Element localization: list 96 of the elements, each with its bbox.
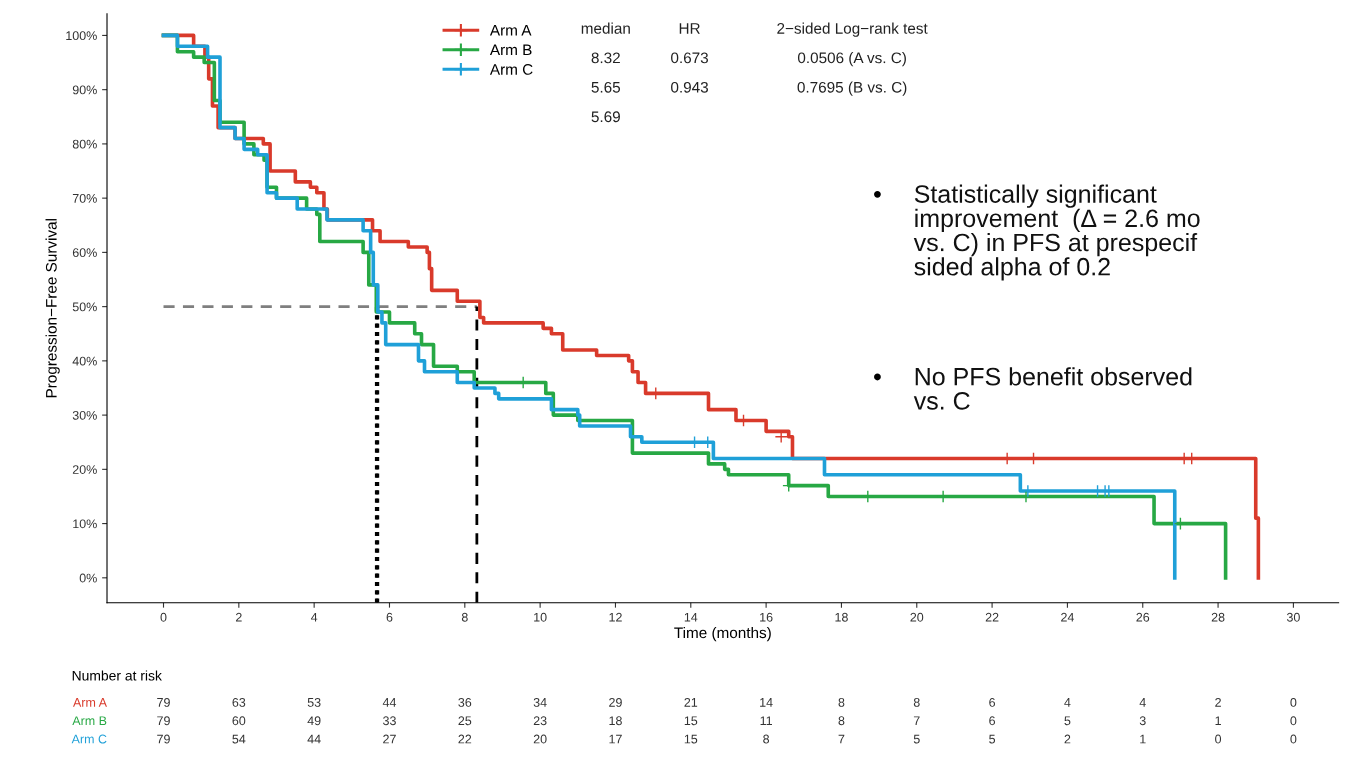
data-label: 8 (838, 716, 845, 726)
data-label: 8 (838, 697, 845, 707)
x-tick-label: 12 (609, 612, 622, 622)
data-label: 4 (1064, 698, 1071, 707)
y-tick-label: 60% (72, 248, 97, 258)
y-tick-label: 40% (72, 356, 97, 366)
data-label: 3 (1139, 716, 1146, 726)
legend-label: Arm A (489, 24, 532, 36)
data-label: 0 (1215, 734, 1222, 744)
data-label: 1 (1215, 716, 1221, 726)
x-tick-label: 6 (386, 612, 393, 622)
annotation: 0.943 (671, 81, 708, 93)
y-tick-label: Arm C (71, 734, 107, 744)
data-label: 15 (684, 716, 698, 726)
chart-title: Number at risk (72, 670, 162, 681)
data-label: 7 (913, 716, 920, 726)
data-label: 2 (1064, 734, 1071, 744)
legend-label: Arm B (489, 44, 532, 56)
data-label: 44 (307, 734, 321, 744)
data-label: 36 (458, 697, 472, 707)
text: • No PFS benefit observed vs. C (874, 367, 1192, 410)
x-tick-label: 14 (684, 612, 698, 622)
data-label: 44 (382, 698, 397, 707)
data-label: 5 (1064, 716, 1071, 726)
text: • Statistically significant improvement (Δ = 2.6 mo vs. C) in PFS at prespecif sided alpha of 0.2 (874, 184, 1200, 281)
x-tick-label: 4 (310, 612, 318, 622)
x-tick-label: 20 (910, 612, 924, 622)
data-label: 1 (1140, 734, 1146, 744)
data-label: 0 (1290, 697, 1297, 707)
data-label: 6 (989, 697, 996, 707)
legend-label: Arm C (489, 64, 533, 75)
x-tick-label: 2 (235, 612, 242, 622)
annotation: 0.673 (671, 52, 708, 64)
data-label: 15 (684, 734, 698, 744)
x-tick-label: 18 (835, 612, 848, 622)
x-tick-label: 26 (1136, 612, 1150, 622)
y-tick-label: 0% (79, 573, 97, 583)
x-tick-label: 30 (1286, 612, 1300, 622)
data-label: 79 (157, 697, 170, 707)
data-label: 2 (1215, 697, 1221, 707)
data-label: 20 (533, 734, 547, 744)
y-tick-label: Arm B (72, 716, 107, 726)
data-label: 63 (232, 697, 246, 707)
annotation: median (581, 22, 630, 34)
data-label: 14 (760, 698, 773, 707)
annotation: 0.0506 (A vs. C) (797, 52, 906, 67)
x-tick-label: 16 (760, 612, 773, 622)
data-label: 49 (307, 716, 321, 726)
x-tick-label: 10 (534, 612, 547, 622)
data-label: 0 (1290, 734, 1297, 744)
data-label: 4 (1139, 698, 1146, 707)
data-label: 53 (307, 697, 321, 707)
data-label: 34 (533, 697, 547, 707)
x-tick-label: 0 (160, 612, 167, 622)
data-label: 18 (609, 716, 622, 726)
data-label: 17 (609, 734, 622, 744)
data-label: 22 (458, 734, 472, 744)
data-label: 21 (684, 697, 698, 707)
data-label: 54 (232, 734, 246, 744)
y-axis-title: Progression−Free Survival (45, 219, 60, 398)
data-label: 25 (458, 716, 472, 726)
data-label: 8 (763, 734, 770, 744)
annotation: 2−sided Log−rank test (777, 22, 928, 37)
annotation: 0.7695 (B vs. C) (797, 81, 907, 96)
annotation: 5.65 (591, 81, 621, 93)
annotation: 8.32 (591, 52, 620, 64)
y-tick-label: Arm A (73, 698, 107, 707)
x-tick-label: 22 (985, 612, 999, 622)
x-tick-label: 24 (1061, 612, 1075, 622)
x-tick-label: 28 (1211, 612, 1225, 622)
data-label: 7 (838, 734, 845, 744)
y-tick-label: 30% (72, 410, 97, 420)
data-label: 6 (989, 716, 996, 726)
y-tick-label: 20% (72, 465, 97, 474)
data-label: 60 (232, 716, 246, 726)
data-label: 33 (383, 716, 396, 726)
data-label: 8 (913, 697, 920, 707)
data-label: 11 (760, 716, 772, 726)
data-label: 23 (533, 716, 547, 726)
data-label: 5 (989, 734, 996, 744)
data-label: 0 (1290, 716, 1297, 726)
y-tick-label: 70% (72, 193, 97, 203)
y-tick-label: 90% (72, 85, 97, 95)
annotation: 5.69 (591, 111, 620, 123)
data-label: 27 (383, 734, 396, 744)
x-axis-title: Time (months) (674, 626, 771, 642)
data-label: 79 (157, 734, 170, 744)
y-tick-label: 10% (73, 519, 97, 529)
annotation: HR (679, 23, 700, 34)
data-label: 5 (913, 734, 920, 744)
y-tick-label: 80% (72, 139, 97, 149)
data-label: 29 (609, 697, 622, 707)
y-tick-label: 100% (66, 31, 97, 41)
x-tick-label: 8 (461, 612, 468, 622)
data-label: 79 (157, 716, 170, 726)
y-tick-label: 50% (72, 302, 97, 312)
